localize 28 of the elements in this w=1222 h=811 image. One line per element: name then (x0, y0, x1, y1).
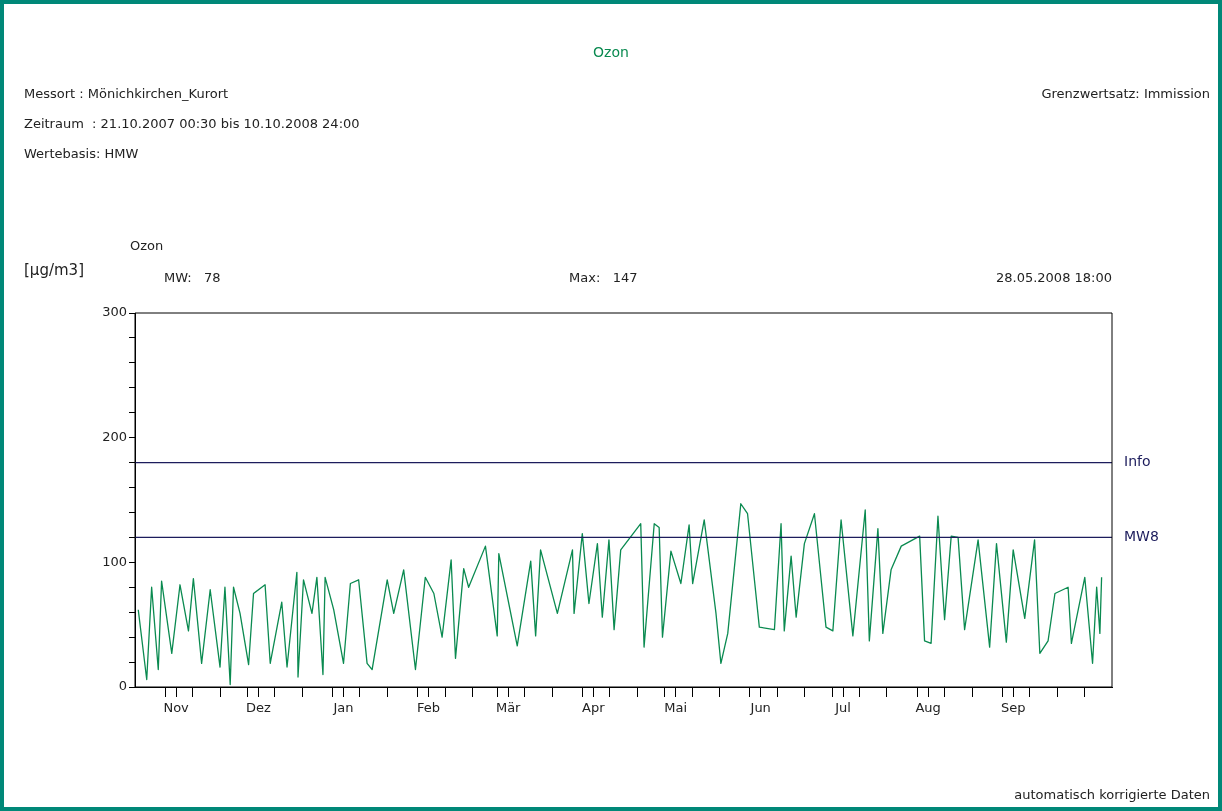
x-tick-label: Mai (664, 700, 688, 716)
x-tick-label: Apr (582, 700, 606, 716)
text: MW: 78 (164, 270, 221, 286)
x-tick-label: Jun (749, 700, 771, 716)
text: Grenzwertsatz: Immission (1041, 86, 1210, 102)
x-tick-label: Aug (915, 700, 941, 716)
y-tick-label: 200 (102, 429, 127, 445)
text: Messort : Mönichkirchen_Kurort (24, 86, 229, 102)
ref-line-label: Info (1124, 453, 1151, 470)
text: 28.05.2008 18:00 (995, 270, 1112, 286)
chart-title: Ozon (592, 44, 630, 60)
text: Wertebasis: HMW (24, 146, 139, 162)
x-tick-label: Dez (246, 700, 272, 716)
y-tick-label: 100 (102, 553, 127, 569)
x-tick-label: Sep (1000, 700, 1026, 716)
y-tick-label: 300 (102, 304, 127, 320)
x-tick-label: Jan (332, 700, 354, 716)
ref-line-label: MW8 (1124, 528, 1159, 545)
text: automatisch korrigierte Daten (1014, 787, 1210, 803)
x-tick-label: Nov (163, 700, 190, 716)
chart-subtitle: Ozon (130, 238, 164, 254)
x-tick-label: Mär (495, 700, 522, 716)
text: Max: 147 (569, 270, 638, 286)
x-tick-label: Jul (834, 700, 851, 716)
y-tick-label: 0 (118, 678, 127, 694)
y-axis-title: [μg/m3] (24, 261, 84, 279)
x-tick-label: Feb (417, 700, 441, 716)
text: Zeitraum : 21.10.2007 00:30 bis 10.10.2008 24:00 (24, 116, 360, 132)
